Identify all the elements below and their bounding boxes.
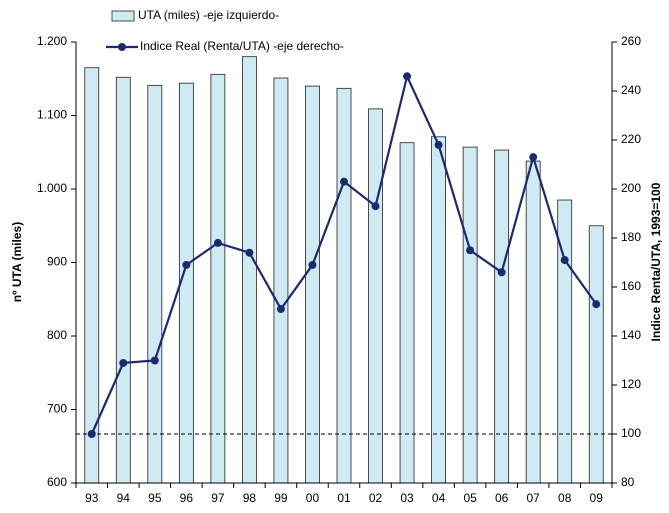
bar [336, 87, 352, 484]
x-tick-label: 93 [85, 491, 99, 505]
bar [588, 225, 604, 484]
marker [308, 260, 317, 269]
y-tick-label: 600 [47, 475, 67, 489]
marker [434, 140, 443, 149]
y-tick-label: 800 [47, 328, 67, 342]
y2-tick-label: 220 [621, 132, 641, 146]
y-tick-label: 1.200 [37, 34, 67, 48]
marker [276, 305, 285, 314]
x-tick-label: 96 [180, 491, 194, 505]
y-axis-label: nº UTA (miles) [10, 222, 24, 302]
marker [371, 202, 380, 211]
marker [497, 268, 506, 277]
y2-tick-label: 160 [621, 279, 641, 293]
marker [87, 430, 96, 438]
bar [115, 76, 131, 484]
x-tick-label: 04 [432, 491, 446, 505]
y-tick-label: 700 [47, 402, 67, 416]
y2-tick-label: 180 [621, 230, 641, 244]
bar [494, 149, 510, 484]
y-tick-label: 900 [47, 255, 67, 269]
legend-label: UTA (miles) -eje izquierdo- [138, 8, 279, 22]
legend-label: Indice Real (Renta/UTA) -eje derecho- [140, 39, 344, 53]
x-tick-label: 98 [243, 491, 257, 505]
x-tick-label: 03 [400, 491, 414, 505]
bar [431, 136, 446, 484]
x-tick-label: 00 [306, 491, 320, 505]
x-tick-label: 09 [590, 491, 604, 505]
marker [150, 356, 159, 365]
bar [525, 160, 541, 484]
legend-swatch [118, 43, 126, 51]
y2-tick-label: 80 [621, 475, 635, 489]
x-tick-label: 06 [495, 491, 509, 505]
x-tick-label: 99 [274, 491, 288, 505]
marker [182, 260, 191, 269]
bar [305, 85, 320, 484]
y2-tick-label: 120 [621, 377, 641, 391]
x-tick-label: 07 [526, 491, 540, 505]
marker [245, 248, 254, 257]
x-tick-label: 08 [558, 491, 572, 505]
legend-swatch [111, 10, 135, 22]
bar [242, 56, 257, 484]
y2-axis-label: Indice Renta/UTA, 1993=100 [649, 182, 663, 341]
y-tick-label: 1.100 [37, 108, 67, 122]
y-tick-label: 1.000 [37, 181, 67, 195]
y2-tick-label: 100 [621, 426, 641, 440]
y2-tick-label: 140 [621, 328, 641, 342]
marker [213, 238, 222, 247]
x-tick-label: 05 [463, 491, 477, 505]
y2-tick-label: 240 [621, 83, 641, 97]
bar [462, 146, 478, 484]
marker [340, 177, 348, 186]
bar [210, 73, 226, 484]
y2-tick-label: 260 [621, 34, 641, 48]
x-tick-label: 95 [148, 491, 162, 505]
x-tick-label: 01 [337, 491, 351, 505]
marker [466, 246, 475, 255]
marker [592, 300, 601, 309]
marker [403, 72, 412, 81]
bar [273, 77, 289, 484]
bar [147, 84, 163, 484]
marker [529, 153, 538, 162]
x-tick-label: 02 [369, 491, 383, 505]
y2-tick-label: 200 [621, 181, 641, 195]
x-tick-label: 97 [211, 491, 225, 505]
marker [560, 256, 569, 265]
bar [368, 108, 383, 484]
x-tick-label: 94 [117, 491, 131, 505]
marker [119, 358, 128, 367]
bar [399, 142, 415, 484]
